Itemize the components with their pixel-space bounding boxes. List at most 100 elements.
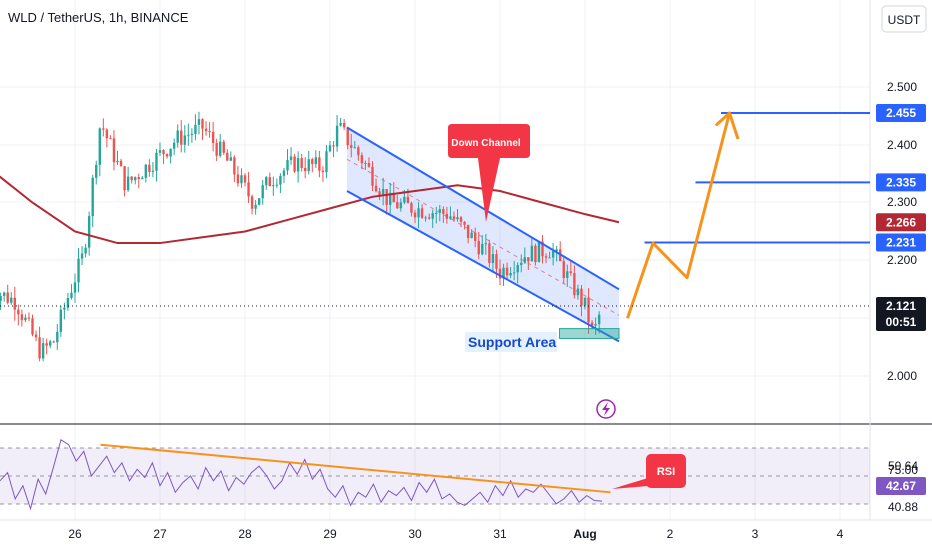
candle-body: [123, 166, 126, 191]
candle-body: [374, 185, 378, 192]
down-channel-callout: [448, 124, 530, 222]
candle-body: [498, 268, 502, 279]
candle-body: [130, 176, 133, 181]
candle-body: [360, 155, 364, 164]
candle-body: [466, 224, 470, 239]
rsi-axis[interactable]: 75.00 50.64 40.88: [888, 459, 918, 514]
rsi-value-badge-bg: [876, 477, 926, 495]
candle-body: [176, 130, 179, 143]
price-axis[interactable]: 2.500 2.400 2.300 2.200 2.000: [887, 80, 917, 383]
candle-body: [236, 174, 240, 184]
candle-body: [573, 273, 576, 296]
price-badge-label: 2.121: [886, 299, 916, 313]
candles: [0, 111, 601, 362]
candle-body: [328, 145, 332, 152]
candle-body: [194, 124, 197, 134]
candle-body: [155, 152, 158, 171]
currency-button[interactable]: USDT: [888, 13, 921, 27]
candle-body: [233, 157, 236, 175]
candle-body: [544, 256, 548, 258]
candle-body: [63, 307, 66, 310]
candle-body: [335, 125, 339, 147]
candle-body: [399, 202, 403, 209]
candle-body: [204, 128, 208, 132]
projection-path[interactable]: [626, 111, 740, 319]
lightning-icon[interactable]: [596, 399, 616, 419]
currency-button-bg[interactable]: [881, 5, 927, 33]
candle-body: [119, 160, 123, 167]
candle-body: [49, 341, 52, 346]
candle-body: [45, 343, 48, 346]
candle-body: [102, 128, 105, 130]
candle-body: [137, 177, 140, 180]
candle-body: [95, 164, 98, 178]
price-badges: 2.455 2.335 2.266 2.231 2.121 00:51: [876, 104, 926, 332]
candle-body: [197, 119, 201, 125]
candle-body: [551, 251, 555, 258]
price-badge: [876, 173, 926, 192]
candle-body: [52, 341, 55, 343]
candle-body: [346, 127, 349, 146]
candle-body: [34, 334, 38, 338]
candle-body: [597, 314, 601, 325]
candle-body: [541, 241, 544, 257]
candle-body: [38, 337, 41, 359]
time-axis[interactable]: 26 27 28 29 30 31 Aug 2 3 4: [68, 527, 843, 541]
candle-body: [495, 254, 498, 269]
candle-body: [367, 162, 371, 167]
time-tick: Aug: [573, 527, 596, 541]
candle-body: [520, 262, 523, 266]
down-channel-upper-line[interactable]: [346, 126, 620, 291]
rsi-callout-label: RSI: [657, 466, 675, 478]
candle-body: [339, 122, 342, 126]
candle-body: [424, 217, 427, 219]
candle-body: [566, 271, 569, 279]
candle-body: [98, 128, 101, 165]
candle-body: [332, 145, 335, 147]
candle-body: [268, 177, 271, 187]
candle-body: [0, 295, 2, 302]
candle-body: [385, 189, 388, 205]
rsi-line: [0, 439, 603, 511]
candle-body: [17, 309, 20, 315]
candle-body: [172, 142, 176, 149]
candle-body: [180, 130, 183, 145]
candle-body: [59, 309, 63, 332]
candle-body: [342, 122, 346, 128]
candle-body: [289, 156, 293, 161]
candle-body: [275, 184, 279, 186]
rsi-value-badge: 42.67: [886, 479, 916, 493]
candle-body: [226, 152, 229, 161]
candle-body: [580, 288, 583, 306]
candle-body: [534, 245, 537, 263]
candle-body: [126, 176, 130, 191]
rsi-trendline[interactable]: [100, 443, 611, 494]
candle-body: [20, 314, 24, 321]
candle-body: [84, 247, 87, 254]
support-area-rect[interactable]: [559, 328, 620, 339]
candle-body: [56, 331, 59, 343]
symbol-title[interactable]: WLD / TetherUS, 1h, BINANCE: [8, 10, 189, 25]
candle-body: [169, 148, 172, 157]
candle-body: [165, 154, 169, 157]
candle-body: [435, 212, 438, 214]
candle-body: [562, 261, 565, 279]
candle-body: [73, 282, 77, 293]
candle-body: [13, 297, 16, 310]
rsi-tick: 50.64: [888, 459, 918, 473]
candle-body: [509, 273, 512, 276]
candle-body: [452, 216, 456, 220]
candle-body: [311, 159, 314, 165]
rsi-callout-pointer: [612, 478, 648, 489]
candle-body: [208, 131, 211, 133]
candle-body: [240, 175, 243, 184]
candle-body: [272, 185, 275, 187]
candle-body: [537, 241, 541, 263]
candle-body: [406, 196, 410, 204]
price-badge-label: 2.335: [886, 175, 916, 189]
down-channel-lower-line[interactable]: [346, 190, 620, 343]
candle-body: [548, 257, 551, 259]
candle-body: [491, 254, 495, 263]
time-tick: 30: [408, 527, 422, 541]
candle-body: [10, 297, 13, 303]
